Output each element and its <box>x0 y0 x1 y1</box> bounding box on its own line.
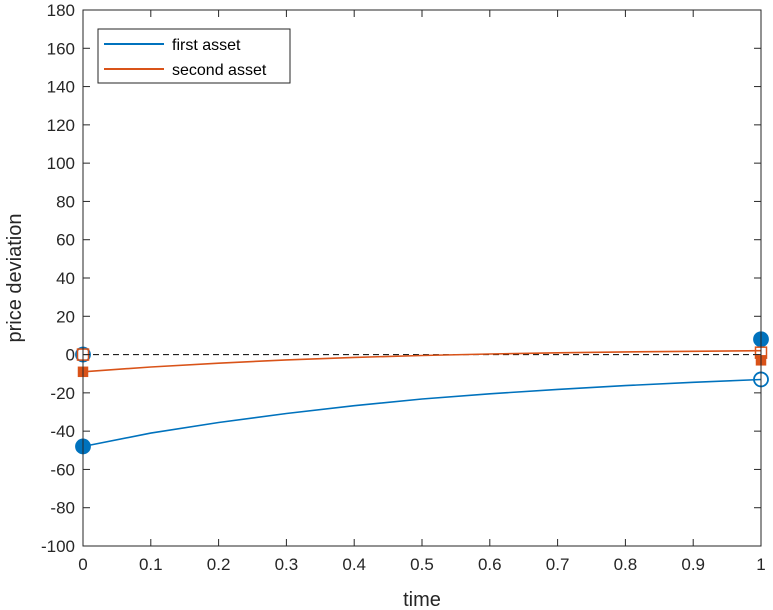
x-axis-label: time <box>403 589 441 610</box>
y-tick-label: 60 <box>56 231 75 250</box>
y-axis-label: price deviation <box>4 214 26 343</box>
x-tick-label: 0.6 <box>478 555 502 574</box>
x-axis-ticks: 0 0.1 0.2 0.3 0.4 0.5 0.6 0.7 0.8 0.9 1 <box>78 10 766 574</box>
x-tick-label: 0.4 <box>342 555 366 574</box>
x-tick-label: 0.9 <box>681 555 705 574</box>
x-tick-label: 0.7 <box>546 555 570 574</box>
series-line-first-asset <box>82 378 762 448</box>
legend: first asset second asset <box>97 28 291 84</box>
x-tick-label: 0.2 <box>207 555 231 574</box>
series-line-second-asset <box>82 349 762 373</box>
legend-label-second-asset: second asset <box>172 62 267 79</box>
y-tick-label: 40 <box>56 269 75 288</box>
y-tick-label: 0 <box>66 346 75 365</box>
y-tick-label: -80 <box>50 499 75 518</box>
y-tick-label: 160 <box>47 39 75 58</box>
x-tick-label: 0.1 <box>139 555 163 574</box>
x-tick-label: 0.3 <box>275 555 299 574</box>
x-tick-label: 1 <box>756 555 765 574</box>
plot-background <box>83 10 761 546</box>
y-tick-label: 140 <box>47 78 75 97</box>
y-tick-label: 120 <box>47 116 75 135</box>
y-tick-label: -100 <box>41 537 75 556</box>
y-tick-label: -20 <box>50 384 75 403</box>
legend-label-first-asset: first asset <box>172 37 241 54</box>
x-tick-label: 0.8 <box>614 555 638 574</box>
plot-area <box>75 9 769 547</box>
series-layer <box>82 349 762 448</box>
y-axis-ticks: -100 -80 -60 -40 -20 0 20 40 60 80 100 120 140 160 180 <box>41 1 761 556</box>
y-tick-label: -60 <box>50 460 75 479</box>
x-tick-label: 0.5 <box>410 555 434 574</box>
y-tick-label: -40 <box>50 422 75 441</box>
y-tick-label: 180 <box>47 1 75 20</box>
legend-box <box>97 28 291 84</box>
x-tick-label: 0 <box>78 555 87 574</box>
y-tick-label: 20 <box>56 307 75 326</box>
y-tick-label: 80 <box>56 192 75 211</box>
y-tick-label: 100 <box>47 154 75 173</box>
